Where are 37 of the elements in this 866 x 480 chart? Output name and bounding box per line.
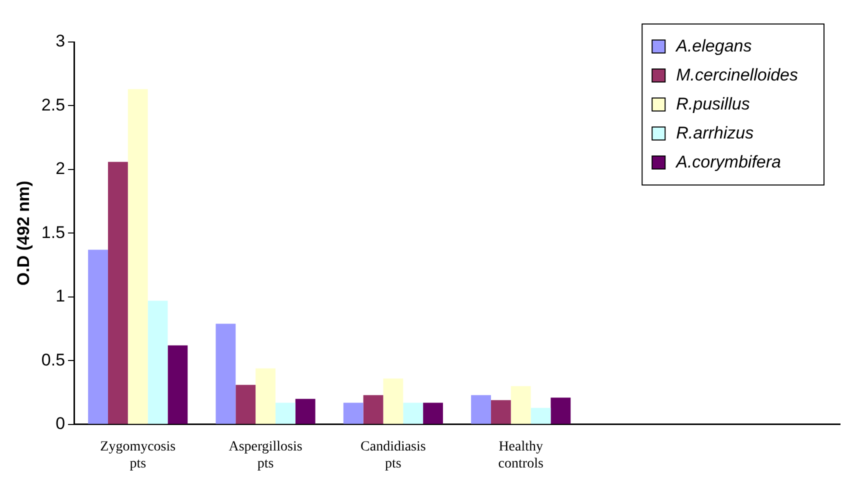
legend-label: R.pusillus [676,94,750,114]
y-tick-label: 1 [56,286,66,306]
y-tick-label: 3 [56,32,66,51]
bar [128,89,148,424]
x-tick-label: Aspergillosis pts [228,439,302,472]
legend-label: M.cercinelloides [676,66,798,85]
bar [168,345,188,424]
bar [363,395,384,424]
y-tick-label: 0 [56,414,66,434]
bar [510,386,531,424]
bar [216,324,236,424]
bar [471,395,491,424]
bar [236,384,256,424]
bar [256,368,276,424]
bar [108,162,128,424]
x-tick-label: Candidiasis pts [360,439,426,472]
legend-label: A.corymbifera [675,152,781,172]
legend-label: A.elegans [675,36,752,56]
bar [550,398,571,424]
y-tick-label: 2 [56,159,66,178]
bar [275,402,296,424]
bar [490,400,511,424]
bar [403,402,424,424]
y-axis-title: O.D (492 nm) [14,180,33,286]
bar [530,408,551,424]
bar [88,250,108,424]
bar [295,398,316,424]
bar [343,402,364,424]
x-tick-label: Healthy controls [498,439,544,472]
bar [383,378,404,424]
bar [423,402,443,424]
y-tick-label: 2.5 [41,95,66,114]
bar [148,300,168,424]
y-tick-label: 0.5 [41,350,66,370]
y-tick-label: 1.5 [41,222,66,242]
x-tick-label: Zygomycosis pts [100,439,176,472]
legend-label: R.arrhizus [676,124,754,143]
